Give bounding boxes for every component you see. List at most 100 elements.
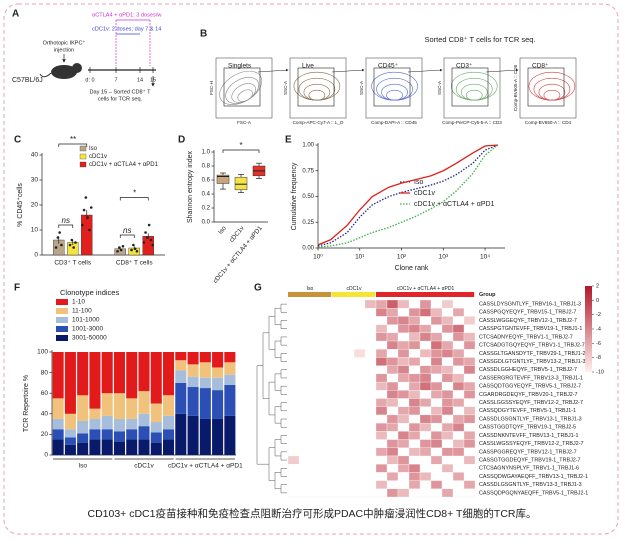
heatmap-cell [441, 340, 454, 350]
bar-segment [224, 352, 236, 363]
heatmap-cell [452, 414, 465, 424]
heatmap-cell [419, 324, 432, 333]
y-axis-title: Shannon entropy index [187, 151, 194, 223]
bar-segment [101, 352, 113, 394]
heatmap-cell [419, 447, 432, 457]
bar-segment [64, 437, 76, 445]
heatmap-cell [397, 439, 410, 448]
bar-segment [101, 429, 113, 440]
heatmap-cell [430, 340, 443, 350]
heatmap-cell [408, 373, 421, 383]
row-label: CASSQDWGAYAEQFF_TRBV13-1_TRBJ2-1 [479, 474, 588, 480]
group-bar [288, 292, 332, 297]
bar-segment [77, 442, 89, 455]
bar-segment [212, 377, 224, 391]
gate [297, 67, 335, 107]
row-label: CASSDLGSGNTLYF_TRBV13-1_TRBJ1-3 [479, 416, 582, 422]
significance-label: * [239, 141, 242, 150]
bar-segment [163, 439, 175, 455]
heatmap-cell [441, 390, 454, 399]
heatmap-cell [386, 488, 399, 498]
legend-swatch [79, 145, 87, 152]
y-axis-title: Cumulative frequency [291, 162, 298, 230]
gate-arrow [257, 68, 289, 73]
heatmap-cell [419, 422, 432, 432]
data-point [86, 216, 89, 219]
heatmap-cell [386, 422, 399, 432]
bar-segment [224, 384, 236, 416]
colorbar [585, 286, 592, 372]
gate-arrow [407, 68, 443, 73]
y-axis-title: TCR Repertoire % [23, 375, 30, 432]
heatmap-cell [386, 390, 399, 399]
row-label: CASSGLTGANSDYTF_TRBV29-1_TRBJ1-2 [479, 351, 586, 357]
bar-segment [89, 429, 101, 440]
y-tick-label: 40 [31, 152, 39, 159]
heatmap-cell [452, 398, 465, 407]
line-series [317, 144, 499, 248]
legend-label: Iso [89, 146, 98, 152]
legend-label: 1-10 [72, 299, 85, 306]
bar-segment [138, 426, 150, 440]
heatmap-cell [397, 316, 410, 325]
data-point [149, 238, 153, 242]
row-label: CASSLGGSSYEQYF_TRBV12-2_TRBJ2-7 [479, 400, 583, 406]
heatmap-cell [419, 414, 432, 424]
bar-segment [89, 352, 101, 409]
heatmap-cell [408, 406, 421, 416]
data-point [70, 238, 74, 242]
heatmap-cell [430, 439, 443, 448]
axis-label: Comp-APC-Cy7-A :: L_D [293, 120, 344, 125]
legend-label: cDC1v + αCTLA4 + αPD1 [414, 201, 495, 208]
data-point [116, 249, 119, 253]
bar-segment [175, 352, 187, 361]
bar-segment [64, 413, 76, 430]
heatmap-cell [375, 349, 388, 358]
heatmap-cell [408, 398, 421, 407]
panel-letter: F [14, 283, 20, 294]
heatmap-cell [375, 324, 388, 333]
heatmap-cell [430, 480, 443, 489]
row-label: CASSLDYSGNTLYF_TRBV16-1_TRBJ1-3 [479, 302, 581, 308]
heatmap-cell [408, 447, 421, 457]
flow-contour [371, 71, 418, 101]
heatmap-cell [441, 488, 454, 498]
heatmap-cell [441, 398, 454, 407]
mouse-strain: C57BL/6J [12, 77, 43, 84]
bar-segment [89, 418, 101, 430]
heatmap-cell [419, 472, 432, 481]
dendrogram [256, 365, 263, 465]
heatmap-cell [375, 447, 388, 457]
bar-segment [187, 364, 199, 377]
y-tick-label: 0.6 [202, 178, 211, 184]
heatmap-cell [463, 316, 476, 325]
colorbar-label: -8 [596, 355, 601, 361]
legend-label: 1001-3000 [72, 326, 103, 333]
data-point [58, 231, 61, 234]
bar-segment [101, 393, 113, 416]
heatmap-cell [408, 381, 421, 391]
y-tick-label: 0.50 [302, 194, 314, 200]
heatmap-cell [375, 464, 388, 473]
data-point [151, 243, 155, 247]
flow-contour [293, 71, 341, 101]
y-tick-label: 20 [31, 202, 39, 209]
data-point [142, 241, 146, 244]
heatmap-cell [463, 455, 476, 465]
data-point [146, 236, 149, 239]
heatmap-cell [408, 316, 421, 325]
data-point [82, 208, 86, 212]
heatmap-cell [430, 390, 443, 399]
bar-segment [199, 418, 211, 455]
row-label: CASSDLGGHEQYF_TRBV5-1_TRBJ2-7 [479, 367, 577, 373]
group-bar [332, 292, 376, 297]
bar-segment [224, 374, 236, 385]
bar-segment [163, 395, 175, 416]
box [216, 174, 230, 184]
bar-segment [126, 352, 138, 399]
heatmap-cell [408, 332, 421, 342]
legend-label: cDC1v + αCTLA4 + αPD1 [89, 162, 159, 168]
data-point [68, 243, 72, 247]
heatmap-cell [397, 431, 410, 440]
heatmap-cell [419, 439, 432, 448]
